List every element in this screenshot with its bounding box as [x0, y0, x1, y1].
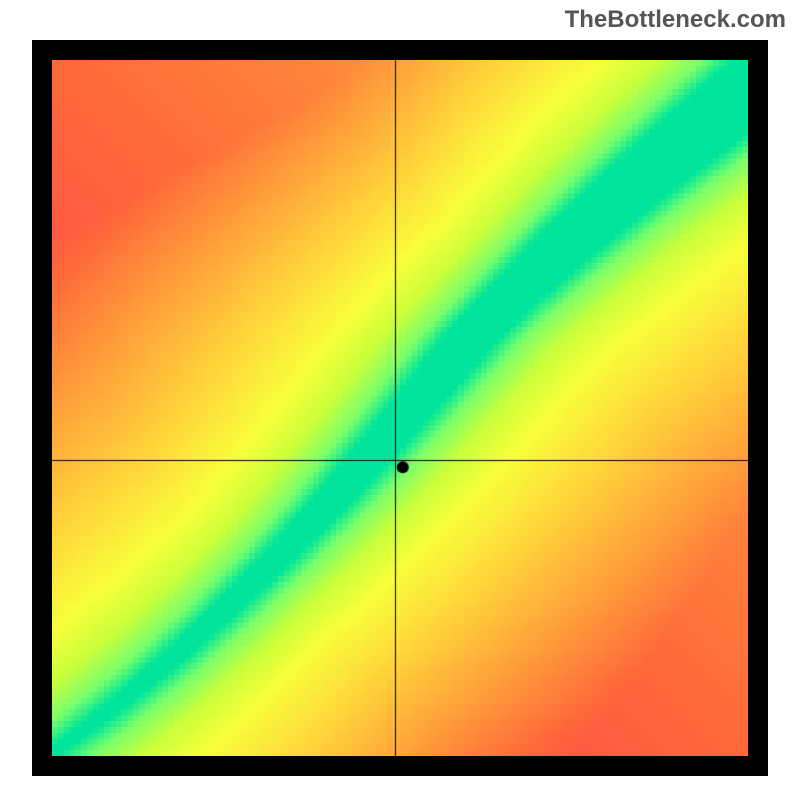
- attribution-text: TheBottleneck.com: [565, 6, 786, 34]
- chart-overlay: [32, 40, 768, 776]
- chart-container: [32, 40, 768, 776]
